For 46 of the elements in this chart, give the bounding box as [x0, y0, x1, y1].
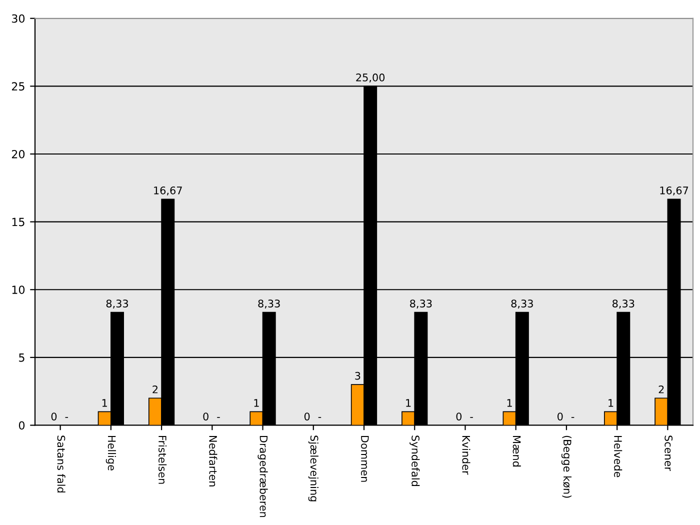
- data-label: 0: [304, 412, 310, 420]
- data-label: 1: [406, 399, 411, 407]
- data-label: 16,67: [660, 186, 688, 196]
- x-tick-label: (Begge køn): [561, 436, 572, 498]
- data-label: 3: [355, 372, 360, 380]
- x-tick-label: Dommen: [360, 436, 369, 482]
- data-label: 8,33: [258, 300, 280, 309]
- data-label: 2: [658, 385, 664, 394]
- x-tick-label: Scener: [664, 436, 673, 472]
- y-tick-label: 30: [12, 14, 25, 23]
- data-label: 8,33: [410, 300, 432, 309]
- data-label: 0: [456, 412, 462, 420]
- data-label: -: [571, 417, 574, 418]
- x-tick-label: Nedfarten: [209, 436, 218, 486]
- x-tick-label: Syndefald: [410, 436, 420, 486]
- data-label: 1: [254, 399, 259, 407]
- x-tick-label: Fristelsen: [158, 436, 167, 484]
- data-label: 0: [51, 412, 57, 420]
- data-label: -: [318, 417, 322, 418]
- x-tick-label: Kvinder: [462, 436, 470, 475]
- data-label: 0: [203, 412, 208, 420]
- y-tick-label: 20: [12, 150, 25, 158]
- data-label: 2: [152, 385, 158, 394]
- data-label: 8,33: [511, 300, 533, 309]
- y-tick-label: 15: [12, 218, 24, 226]
- data-label: -: [470, 417, 473, 418]
- data-label: 0: [558, 412, 563, 420]
- data-label: -: [65, 417, 68, 418]
- data-label: 25,00: [356, 74, 385, 82]
- data-label: 1: [608, 399, 614, 407]
- data-label: 1: [102, 399, 107, 407]
- y-tick-label: 0: [18, 421, 25, 430]
- y-tick-label: 5: [19, 354, 24, 362]
- x-tick-label: Hellige: [106, 436, 116, 470]
- x-tick-label: Satans fald: [57, 436, 66, 492]
- data-label: 16,67: [154, 186, 182, 196]
- data-label: 1: [507, 399, 512, 407]
- data-label: -: [217, 417, 220, 418]
- x-tick-label: Helvede: [614, 436, 622, 478]
- x-tick-label: Dragedræberen: [258, 436, 268, 517]
- y-tick-label: 10: [12, 286, 25, 294]
- y-tick-label: 25: [12, 82, 24, 91]
- x-tick-label: Sjælevejning: [308, 436, 318, 502]
- data-label: 8,33: [106, 300, 128, 309]
- data-label: 8,33: [612, 300, 634, 309]
- x-tick-label: Mænd: [512, 436, 521, 466]
